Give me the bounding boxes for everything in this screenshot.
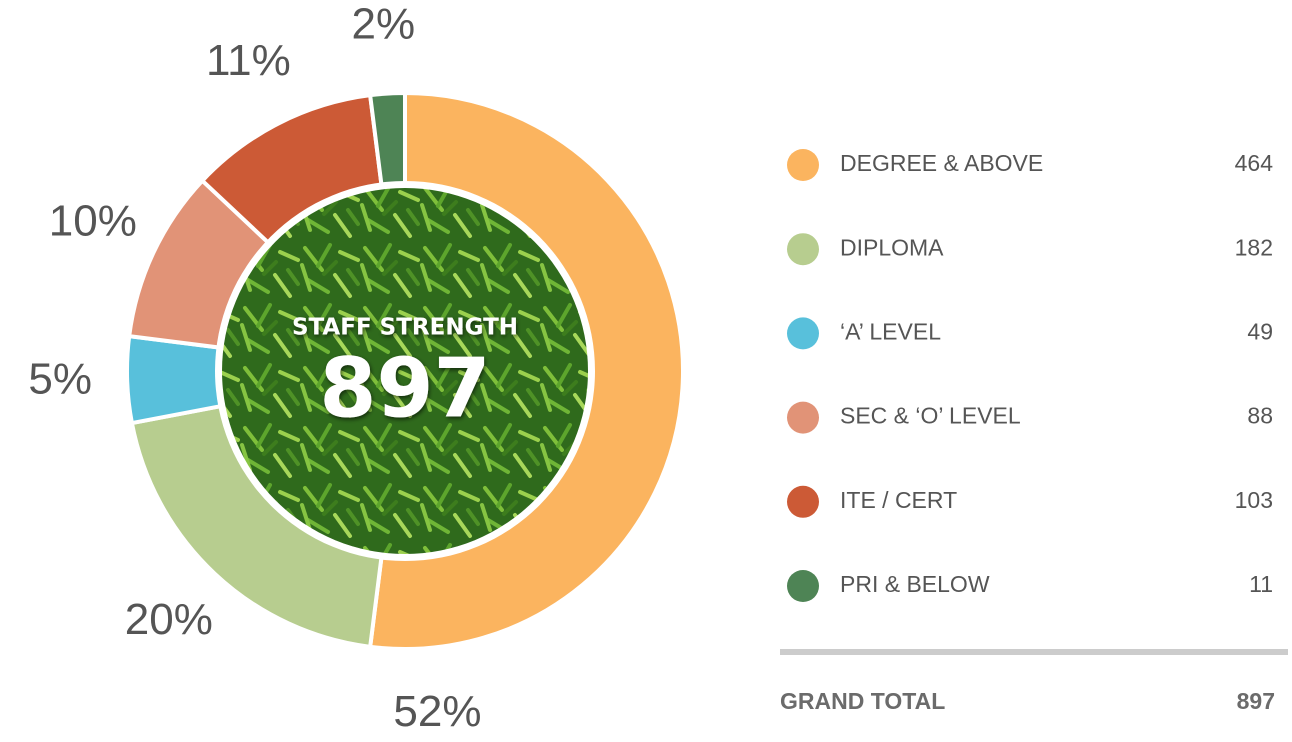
legend-count: 49 [1247, 318, 1273, 344]
slice-label: 5% [28, 354, 92, 403]
legend-count: 88 [1247, 403, 1273, 429]
chart: STAFF STRENGTH 897 GRAND TOTAL 897 52% 20… [0, 0, 1292, 742]
legend-label: SEC & ‘O’ LEVEL [840, 403, 1021, 429]
center-title: STAFF STRENGTH [292, 315, 518, 341]
legend-dot [787, 317, 819, 349]
legend-count: 103 [1235, 487, 1273, 513]
total-label: GRAND TOTAL [780, 688, 945, 714]
legend-count: 464 [1235, 150, 1274, 176]
total-value: 897 [1237, 688, 1275, 714]
legend-count: 11 [1249, 571, 1273, 597]
slice-label: 20% [125, 595, 213, 644]
legend-dot [787, 402, 819, 434]
slice-label: 2% [352, 0, 416, 48]
slice-label: 10% [49, 197, 137, 246]
legend-count: 182 [1235, 234, 1273, 260]
legend-label: ‘A’ LEVEL [840, 318, 941, 344]
legend-label: DIPLOMA [840, 234, 944, 260]
legend-dot [787, 149, 819, 181]
legend-dot [787, 570, 819, 602]
legend-dot [787, 233, 819, 265]
slice-label: 11% [206, 36, 291, 85]
legend-dot [787, 486, 819, 518]
slice-label: 52% [393, 687, 481, 736]
legend-label: ITE / CERT [840, 487, 957, 513]
legend-label: PRI & BELOW [840, 571, 990, 597]
legend-label: DEGREE & ABOVE [840, 150, 1043, 176]
center-value: 897 [319, 341, 490, 436]
